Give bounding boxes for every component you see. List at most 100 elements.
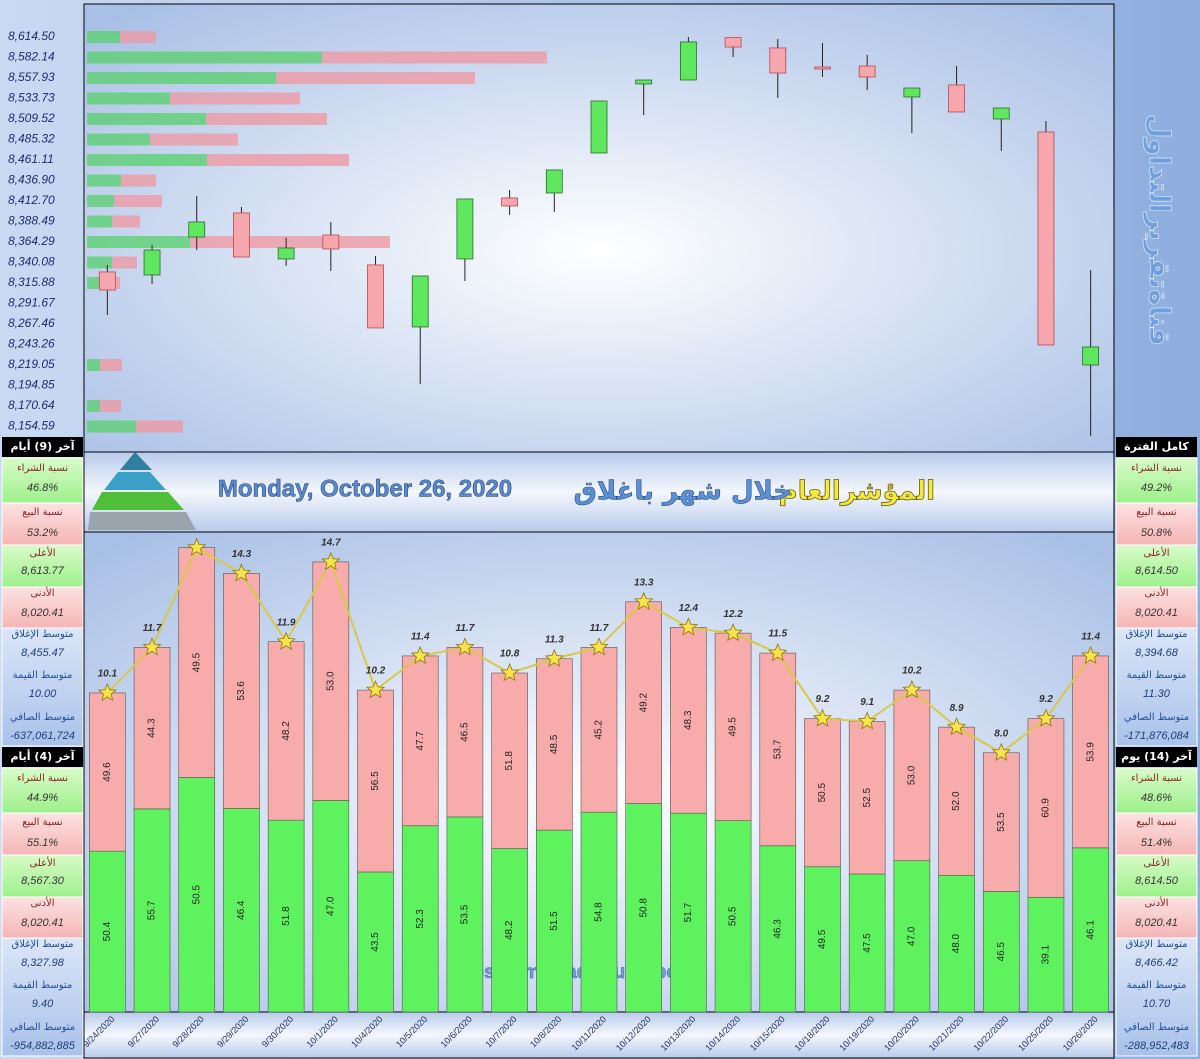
buy-label: 46.1: [1085, 920, 1096, 940]
headline-part1: المؤشرالعام: [779, 477, 935, 507]
value-star: [1081, 645, 1101, 665]
buy-label: 52.3: [415, 909, 426, 929]
value-star: [142, 637, 162, 656]
value-star: [276, 631, 296, 650]
sell-label: 46.5: [460, 722, 471, 742]
panel-label: متوسط القيمة: [1127, 670, 1187, 681]
panel-value: 48.6%: [1141, 792, 1172, 804]
profile-bar: [190, 236, 390, 248]
sell-label: 53.0: [907, 765, 918, 785]
panel-header: آخر (14) يوم: [1121, 749, 1192, 763]
panel-value: 8,567.30: [21, 875, 65, 887]
logo: [88, 452, 196, 530]
panel-value: 8,394.68: [1135, 647, 1179, 659]
panel-value: 8,613.77: [21, 565, 65, 577]
headline-part2: خلال شهر باغلاق: [574, 477, 792, 507]
buy-segment: [133, 808, 171, 1013]
profile-bar: [87, 31, 120, 43]
buy-segment: [938, 874, 975, 1013]
sell-segment: [938, 726, 975, 876]
panel-label: الأدنى: [1144, 586, 1168, 599]
buy-segment: [580, 811, 618, 1013]
profile-bar: [276, 72, 475, 84]
panel-cell: [1, 854, 84, 898]
profile-bar: [87, 236, 190, 248]
profile-bar: [322, 51, 547, 64]
panel-label: متوسط الإغلاق: [11, 939, 73, 950]
value-label: 9.1: [860, 697, 874, 708]
panel-value: 10.00: [29, 688, 57, 700]
sell-segment: [446, 647, 484, 818]
panel-label: الأدنى: [30, 896, 54, 909]
sell-segment: [178, 547, 216, 778]
panel-cell: [1115, 544, 1198, 588]
headline-band: [83, 451, 1115, 533]
buy-label: 54.8: [594, 902, 605, 922]
sell-label: 52.5: [862, 788, 873, 808]
sell-label: 56.5: [370, 771, 381, 791]
panel-value: 8,455.47: [21, 647, 65, 659]
sell-segment: [223, 573, 260, 809]
candle-body: [992, 107, 1010, 120]
candle-body: [367, 264, 384, 329]
value-label: 12.2: [723, 609, 743, 620]
candle-body: [501, 197, 519, 207]
panel-label: متوسط القيمة: [13, 670, 73, 681]
buy-segment: [357, 871, 394, 1013]
panel-label: نسبة البيع: [22, 817, 62, 828]
value-label: 11.9: [277, 617, 296, 628]
value-label: 11.7: [456, 623, 475, 634]
value-star: [991, 742, 1011, 761]
buy-segment: [223, 808, 260, 1013]
panel-label: متوسط الصافي: [10, 712, 75, 723]
price-level-label: 8,315.88: [8, 275, 55, 289]
panel-value: -171,876,084: [1124, 730, 1189, 742]
panel-value: 8,614.50: [1135, 565, 1179, 577]
profile-bar: [87, 72, 276, 84]
panel-header: كامل الفترة: [1124, 440, 1189, 453]
profile-bar: [121, 174, 156, 187]
value-star: [544, 648, 564, 667]
profile-bar: [136, 420, 183, 433]
sell-label: 48.3: [683, 710, 694, 730]
sell-segment: [848, 721, 886, 875]
panel-header-bg: [1116, 747, 1197, 767]
candle-body: [769, 47, 787, 74]
value-label: 9.2: [1039, 694, 1053, 705]
panel-cell: [1, 937, 84, 1057]
panel-value: 49.2%: [1141, 482, 1172, 494]
panel-cell: [1115, 854, 1198, 898]
price-level-label: 8,364.29: [8, 234, 55, 248]
buy-label: 46.3: [772, 919, 783, 939]
sell-segment: [804, 718, 841, 868]
profile-bar: [114, 195, 162, 207]
sell-segment: [1027, 718, 1065, 898]
value-star: [97, 682, 117, 702]
sell-segment: [133, 647, 171, 810]
sell-segment: [267, 641, 305, 821]
value-star: [499, 662, 520, 682]
value-label: 14.7: [321, 538, 341, 549]
price-level-label: 8,267.46: [8, 316, 55, 330]
profile-bar: [87, 256, 112, 269]
candle-body: [411, 275, 429, 328]
panel-label: الأدنى: [1144, 896, 1168, 909]
value-star: [678, 617, 699, 636]
buy-segment: [893, 860, 931, 1013]
price-level-label: 8,340.08: [8, 255, 55, 269]
panel-label: متوسط الصافي: [10, 1022, 75, 1033]
buy-segment: [178, 777, 216, 1013]
sell-label: 44.3: [147, 718, 158, 738]
sell-segment: [759, 652, 797, 847]
panel-cell: [1115, 586, 1198, 629]
candle-body: [724, 37, 742, 48]
sell-label: 49.5: [728, 717, 739, 737]
price-level-label: 8,243.26: [8, 337, 55, 351]
buy-label: 46.5: [996, 942, 1007, 962]
panel-label: نسبة البيع: [1136, 817, 1176, 828]
sell-segment: [982, 752, 1020, 892]
profile-bar: [120, 31, 156, 43]
sell-segment: [670, 627, 707, 814]
price-level-label: 8,614.50: [8, 29, 55, 43]
value-star: [589, 637, 609, 656]
